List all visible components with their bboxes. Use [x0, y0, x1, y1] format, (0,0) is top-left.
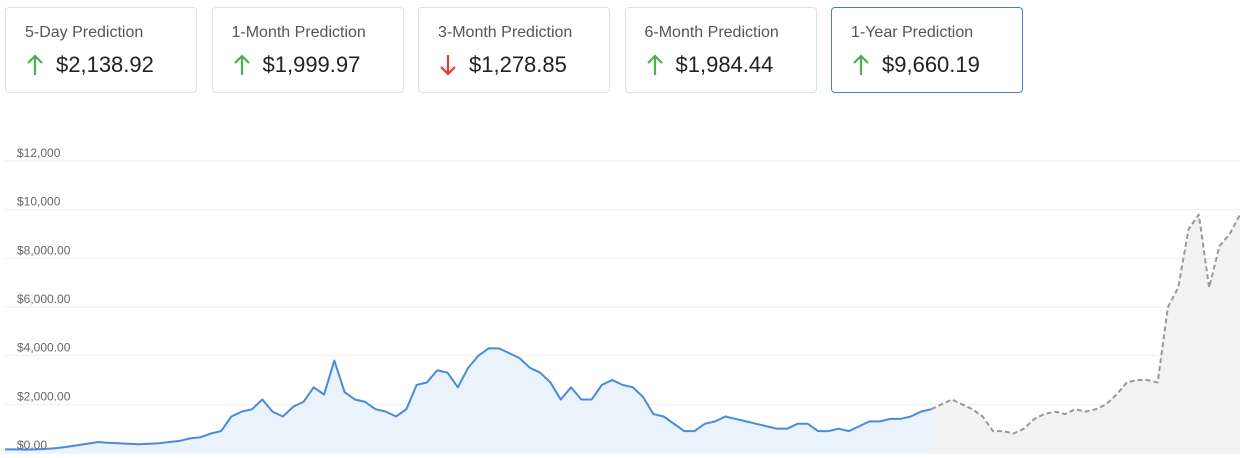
card-value: $1,278.85: [469, 52, 567, 77]
y-tick-label: $2,000.00: [17, 389, 71, 403]
trend-arrow: [853, 54, 869, 75]
card-value: $1,999.97: [262, 52, 361, 77]
prediction-card[interactable]: 1-Month Prediction $1,999.97: [211, 7, 404, 93]
trend-arrow: [27, 54, 43, 75]
y-tick-label: $10,000: [17, 195, 61, 209]
prediction-card[interactable]: 1-Year Prediction $9,660.19: [831, 7, 1023, 93]
trend-arrow: [440, 55, 456, 76]
card-label: 5-Day Prediction: [25, 24, 144, 41]
card-label: 1-Month Prediction: [231, 24, 366, 41]
trend-arrow: [646, 54, 663, 75]
prediction-card[interactable]: 5-Day Prediction $2,138.92: [5, 7, 197, 93]
y-tick-label: $12,000: [17, 146, 61, 160]
arrow: [233, 54, 250, 75]
y-tick-label: $8,000.00: [17, 243, 71, 257]
card-label: 3-Month Prediction: [438, 24, 573, 41]
prediction-card[interactable]: 6-Month Prediction $1,984.44: [624, 7, 817, 93]
card-value: $1,984.44: [675, 52, 774, 77]
card-label: 1-Year Prediction: [851, 24, 974, 41]
y-tick-label: $6,000.00: [17, 292, 71, 306]
y-tick-label: $4,000.00: [17, 341, 71, 355]
area: [5, 348, 932, 453]
trend-arrow: [233, 54, 250, 75]
arrow: [440, 55, 456, 76]
arrow: [646, 54, 663, 75]
series-line: [5, 347, 932, 451]
card-label: 6-Month Prediction: [644, 24, 779, 41]
prediction-card[interactable]: 3-Month Prediction $1,278.85: [418, 7, 610, 93]
area: [931, 214, 1240, 453]
arrow: [27, 54, 43, 75]
card-value: $9,660.19: [882, 52, 980, 77]
series-line: [930, 213, 1241, 435]
card-value: $2,138.92: [56, 52, 154, 77]
arrow: [853, 54, 869, 75]
